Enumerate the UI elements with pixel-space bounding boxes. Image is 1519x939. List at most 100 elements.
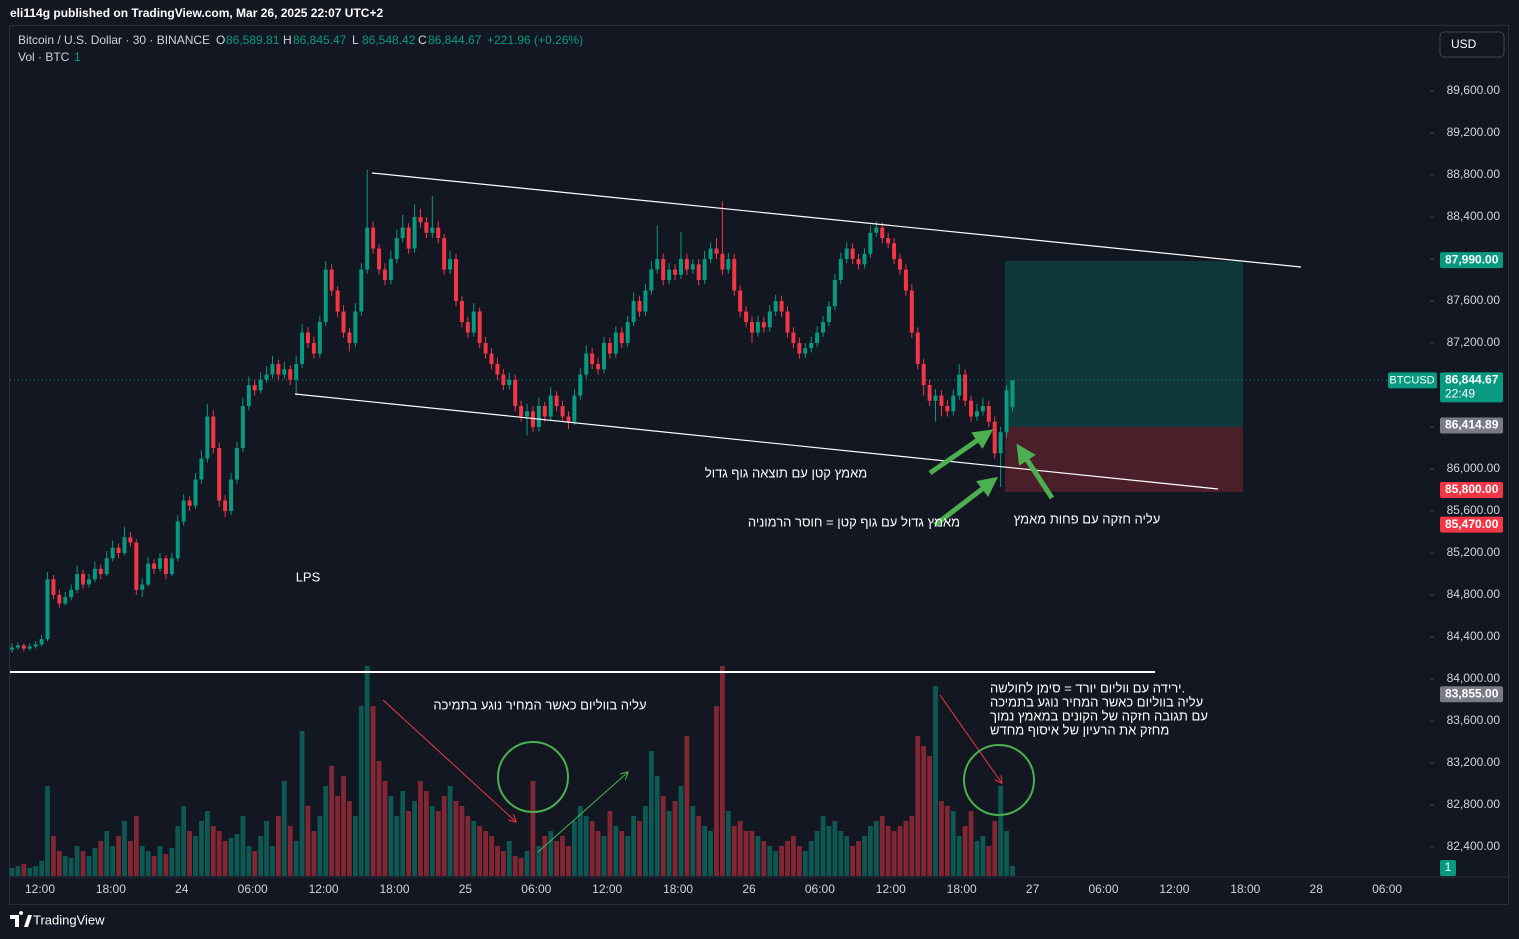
- candle-body: [454, 259, 458, 302]
- publisher: eli114g published on TradingView.com, Ma…: [10, 6, 383, 20]
- volume-bar: [453, 801, 459, 876]
- candle-body: [815, 332, 820, 344]
- candle-body: [566, 416, 571, 422]
- candle-body: [501, 374, 506, 386]
- x-tick-label: 06:00: [238, 882, 268, 896]
- candle-body: [116, 547, 121, 554]
- volume-bar: [133, 816, 139, 876]
- x-tick-label: 24: [175, 882, 189, 896]
- candle-body: [678, 259, 683, 275]
- volume-bar: [560, 836, 565, 876]
- volume-bar: [980, 836, 986, 876]
- volume-bar: [737, 821, 743, 876]
- volume-bar: [785, 841, 790, 876]
- candle-body: [702, 259, 707, 281]
- candle-body: [519, 406, 524, 417]
- candle-body: [39, 639, 44, 645]
- y-tick-label: 84,000.00: [1447, 671, 1501, 685]
- currency[interactable]: USD: [1451, 37, 1477, 51]
- legend-key: O: [216, 33, 225, 47]
- x-tick-label: 27: [1026, 882, 1040, 896]
- candle-body: [406, 227, 411, 249]
- volume-bar: [761, 841, 767, 876]
- candle-body: [27, 646, 32, 649]
- volume-bar: [216, 831, 222, 876]
- candle-body: [158, 558, 162, 569]
- volume-bar: [648, 751, 654, 876]
- volume-bar: [607, 811, 613, 876]
- volume-bar: [388, 796, 394, 876]
- volume-bar: [352, 816, 358, 876]
- volume-bar: [181, 806, 187, 876]
- volume-bar: [98, 841, 104, 876]
- candle-body: [329, 269, 334, 291]
- volume-bar: [939, 801, 944, 876]
- candle-body: [708, 248, 713, 260]
- volume-bar: [62, 856, 68, 876]
- candle-body: [229, 479, 234, 512]
- arrow: [928, 429, 994, 476]
- candle-body: [21, 645, 26, 649]
- volume-bar: [281, 781, 287, 876]
- volume-bar: [666, 811, 672, 876]
- candle-body: [264, 374, 269, 380]
- candle-body: [921, 364, 926, 386]
- volume-bar: [347, 801, 352, 876]
- candle-body: [963, 374, 968, 401]
- candle-body: [51, 579, 56, 596]
- volume-bar: [838, 831, 844, 876]
- candle-body: [613, 332, 618, 354]
- candle-body: [217, 448, 222, 501]
- candle-body: [880, 227, 885, 239]
- candle-body: [1010, 380, 1015, 408]
- candle-body: [86, 579, 91, 585]
- candle-body: [69, 589, 74, 598]
- annotation: ירידה עם ווליום יורד = סימן לחולשה.: [990, 680, 1185, 695]
- volume-bar: [210, 826, 216, 876]
- candle-body: [388, 259, 393, 281]
- volume-bar: [690, 806, 696, 876]
- candle-body: [554, 395, 559, 407]
- candle-body: [489, 353, 494, 365]
- volume-bar: [802, 851, 808, 876]
- candle-body: [146, 563, 151, 585]
- volume-bar: [175, 826, 181, 876]
- candle-body: [193, 479, 198, 506]
- volume-bar: [643, 806, 648, 876]
- candle-body: [436, 227, 441, 239]
- candle-body: [181, 500, 186, 522]
- candle-body: [714, 248, 719, 254]
- annotation: עם תגובה חזקה של הקונים במאמץ נמוך: [990, 708, 1208, 723]
- currency-button[interactable]: [1439, 31, 1505, 58]
- candle-body: [649, 269, 654, 291]
- volume-bar: [157, 846, 163, 876]
- volume-bar: [779, 846, 784, 876]
- x-tick-label: 12:00: [1159, 882, 1189, 896]
- volume-bar: [9, 868, 15, 876]
- candle-body: [886, 238, 891, 244]
- candle-body: [673, 269, 678, 275]
- candle-body: [128, 537, 133, 543]
- candle-body: [495, 364, 500, 375]
- price-badge-label: 83,855.00: [1445, 686, 1499, 700]
- candle-body: [382, 269, 387, 281]
- volume-bar: [542, 836, 548, 876]
- candle-body: [560, 406, 565, 417]
- volume-bar: [246, 846, 252, 876]
- candle-body: [276, 364, 281, 375]
- volume-bar: [364, 666, 370, 876]
- x-tick-label: 06:00: [1372, 882, 1402, 896]
- x-tick-label: 18:00: [663, 882, 693, 896]
- volume-bar: [696, 816, 702, 876]
- target-zone: [1005, 261, 1243, 427]
- volume-bar: [684, 736, 690, 876]
- candle-body: [525, 411, 530, 417]
- candle-body: [459, 301, 464, 323]
- candle-body: [602, 343, 606, 370]
- candle-body: [667, 269, 672, 281]
- x-tick-label: 12:00: [592, 882, 622, 896]
- candle-body: [122, 537, 127, 554]
- candle-body: [951, 395, 956, 412]
- volume-bar: [441, 796, 447, 876]
- candle-body: [785, 311, 790, 333]
